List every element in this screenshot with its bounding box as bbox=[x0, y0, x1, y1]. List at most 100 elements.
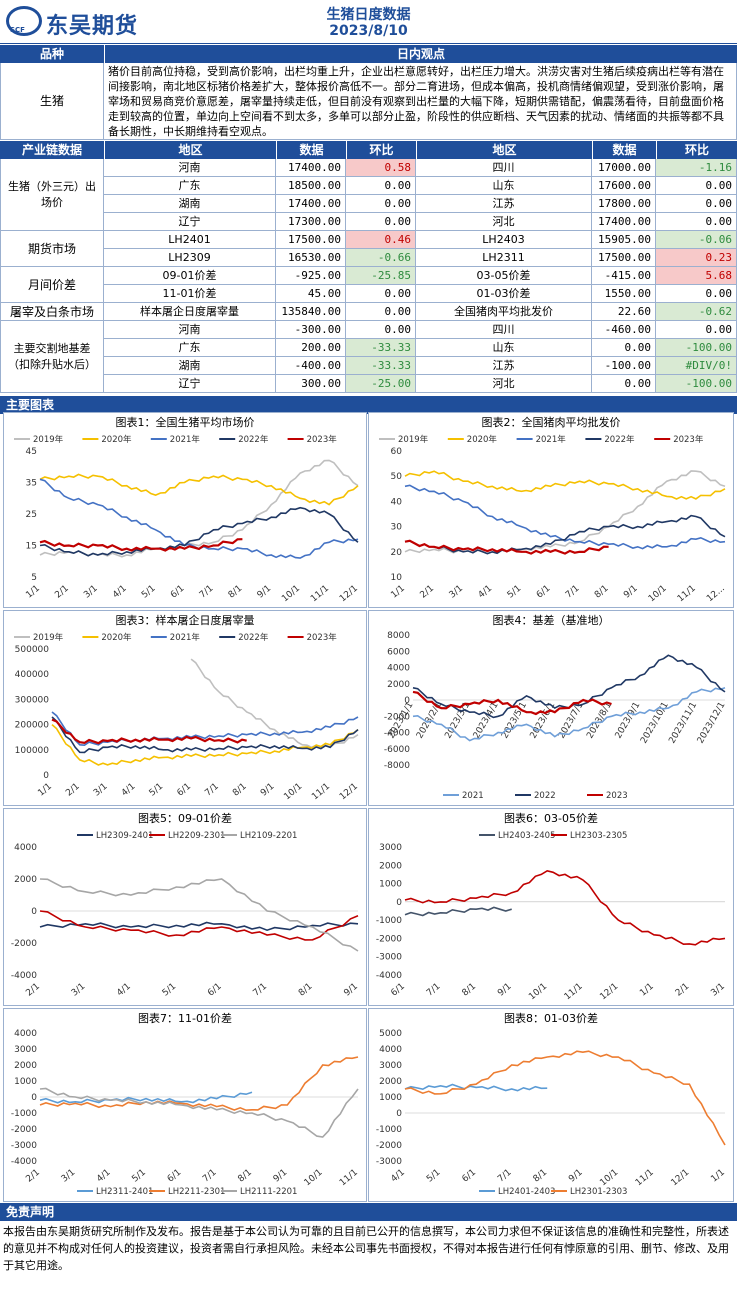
legend-label: LH2311-2401 bbox=[96, 1187, 153, 1197]
table-cell: 河南 bbox=[104, 159, 276, 177]
y-tick-label: 4000 bbox=[387, 664, 410, 674]
series-line-LH2303-2305 bbox=[404, 869, 726, 946]
report-header: SCF 东吴期货 生猪日度数据 2023/8/10 bbox=[0, 0, 737, 44]
variety-header: 品种 bbox=[0, 45, 104, 63]
y-tick-label: -1000 bbox=[11, 1109, 37, 1119]
y-tick-label: 200000 bbox=[15, 721, 50, 731]
x-tick-label: 2023/11/1 bbox=[667, 701, 699, 746]
table-cell: 河北 bbox=[416, 375, 592, 393]
x-tick-label: 2023/10/1 bbox=[639, 701, 671, 746]
table-cell: 四川 bbox=[416, 321, 592, 339]
y-tick-label: -2000 bbox=[376, 934, 402, 944]
view-text: 猪价目前高位持稳，受到高价影响，出栏均重上升，企业出栏意愿转好，出栏压力增大。洪… bbox=[104, 63, 737, 140]
x-tick-label: 12/1 bbox=[669, 1168, 691, 1189]
series-line-2019年 bbox=[39, 459, 359, 558]
x-tick-label: 9/1 bbox=[567, 1168, 585, 1185]
table-cell: -400.00 bbox=[276, 357, 346, 375]
y-tick-label: 2000 bbox=[14, 1061, 37, 1071]
y-tick-label: 1000 bbox=[379, 1093, 402, 1103]
chart-plot: 8000 6000 4000 2000 0 -2000 -4000 -6000 -8000 202… bbox=[384, 631, 728, 801]
x-tick-label: 10/1 bbox=[598, 1168, 620, 1189]
table-cell: -460.00 bbox=[592, 321, 656, 339]
table-cell: 0.00 bbox=[346, 195, 416, 213]
legend-label: 2023年 bbox=[673, 434, 704, 445]
x-tick-label: 10/1 bbox=[282, 782, 304, 803]
legend-label: 2022年 bbox=[604, 434, 635, 445]
table-cell: -0.62 bbox=[656, 303, 737, 321]
table-cell: 全国猪肉平均批发价 bbox=[416, 303, 592, 321]
legend-label: 2019年 bbox=[33, 434, 64, 445]
x-tick-label: 1/1 bbox=[389, 584, 407, 601]
table-cell: 0.00 bbox=[346, 303, 416, 321]
table-cell: 0.00 bbox=[346, 213, 416, 231]
table-cell: 17400.00 bbox=[276, 195, 346, 213]
chart-3: 图表3：样本屠企日度屠宰量 500000 400000 300000 200000 100… bbox=[3, 610, 367, 806]
group-label: 月间价差 bbox=[0, 267, 104, 303]
table-cell: 四川 bbox=[416, 159, 592, 177]
x-tick-label: 5/1 bbox=[148, 782, 166, 799]
group-label: 屠宰及白条市场 bbox=[0, 303, 104, 321]
x-tick-label: 3/1 bbox=[709, 982, 727, 999]
table-cell: 17400.00 bbox=[276, 159, 346, 177]
x-tick-label: 3/1 bbox=[60, 1168, 78, 1185]
table-header-4: 地区 bbox=[417, 141, 592, 159]
x-tick-label: 9/1 bbox=[622, 584, 640, 601]
table-cell: 11-01价差 bbox=[104, 285, 276, 303]
y-tick-label: 2000 bbox=[14, 875, 37, 885]
legend-label: 2020年 bbox=[101, 434, 132, 445]
table-cell: -33.33 bbox=[346, 339, 416, 357]
group-label: 期货市场 bbox=[0, 231, 104, 267]
y-tick-label: 3000 bbox=[379, 1061, 402, 1071]
x-tick-label: 9/1 bbox=[256, 584, 274, 601]
x-tick-label: 7/1 bbox=[564, 584, 582, 601]
y-tick-label: 3000 bbox=[14, 1045, 37, 1055]
table-cell: 09-01价差 bbox=[104, 267, 276, 285]
x-tick-label: 2/1 bbox=[53, 584, 71, 601]
table-header-6: 环比 bbox=[657, 141, 737, 159]
x-tick-label: 2/1 bbox=[24, 982, 42, 999]
legend-label: 2021年 bbox=[170, 632, 201, 643]
x-tick-label: 10/1 bbox=[303, 1168, 325, 1189]
y-tick-label: 0 bbox=[404, 696, 410, 706]
table-cell: 16530.00 bbox=[276, 249, 346, 267]
x-tick-label: 7/1 bbox=[203, 782, 221, 799]
logo-mark-icon bbox=[6, 6, 42, 36]
x-tick-label: 1/1 bbox=[36, 782, 54, 799]
chart-plot: 4000 3000 2000 1000 0 -1000 -2000 -3000 -40002/1… bbox=[11, 1029, 360, 1197]
chart-7: 图表7：11-01价差 4000 3000 2000 1000 0 -1000 -2000 -3… bbox=[3, 1008, 367, 1202]
table-cell: -33.33 bbox=[346, 357, 416, 375]
legend-label: 2023年 bbox=[307, 434, 338, 445]
series-line-2023年 bbox=[39, 538, 243, 552]
series-line-LH2401-2403 bbox=[404, 1083, 548, 1092]
y-tick-label: 35 bbox=[26, 479, 37, 489]
series-line-LH2403-2405 bbox=[404, 906, 512, 917]
x-tick-label: 4/1 bbox=[120, 782, 138, 799]
x-tick-label: 1/1 bbox=[24, 584, 42, 601]
chart-plot: 60 50 40 30 20 101/1 2/1 3/1 4/1 5/1 6/1 7/1 8/1 9/1 1… bbox=[379, 434, 727, 604]
x-tick-label: 4/1 bbox=[477, 584, 495, 601]
x-tick-label: 5/1 bbox=[140, 584, 158, 601]
x-tick-label: 4/1 bbox=[389, 1168, 407, 1185]
chart-2: 图表2：全国猪肉平均批发价 60 50 40 30 20 10 1/1 2/1 3/1 4/1 5/1… bbox=[368, 412, 734, 608]
y-tick-label: 0 bbox=[396, 1109, 402, 1119]
chart-title: 图表4：基差（基准地） bbox=[492, 614, 610, 627]
table-cell: 0.58 bbox=[346, 159, 416, 177]
y-tick-label: 400000 bbox=[15, 670, 50, 680]
legend-label: 2022年 bbox=[238, 632, 269, 643]
chart-6: 图表6：03-05价差 3000 2000 1000 0 -1000 -2000 -3000 -… bbox=[368, 808, 734, 1006]
x-tick-label: 2/1 bbox=[674, 982, 692, 999]
x-tick-label: 12/1 bbox=[338, 584, 360, 605]
series-line-2023 bbox=[412, 690, 612, 716]
chart-title: 图表8：01-03价差 bbox=[504, 1012, 598, 1025]
table-cell: 0.00 bbox=[346, 321, 416, 339]
legend-label: LH2209-2301 bbox=[168, 831, 225, 841]
report-date: 2023/8/10 bbox=[329, 23, 408, 39]
table-cell: -300.00 bbox=[276, 321, 346, 339]
series-line-2023年 bbox=[51, 718, 247, 745]
x-tick-label: 8/1 bbox=[227, 584, 245, 601]
y-tick-label: 30 bbox=[391, 523, 403, 533]
table-cell: 300.00 bbox=[276, 375, 346, 393]
